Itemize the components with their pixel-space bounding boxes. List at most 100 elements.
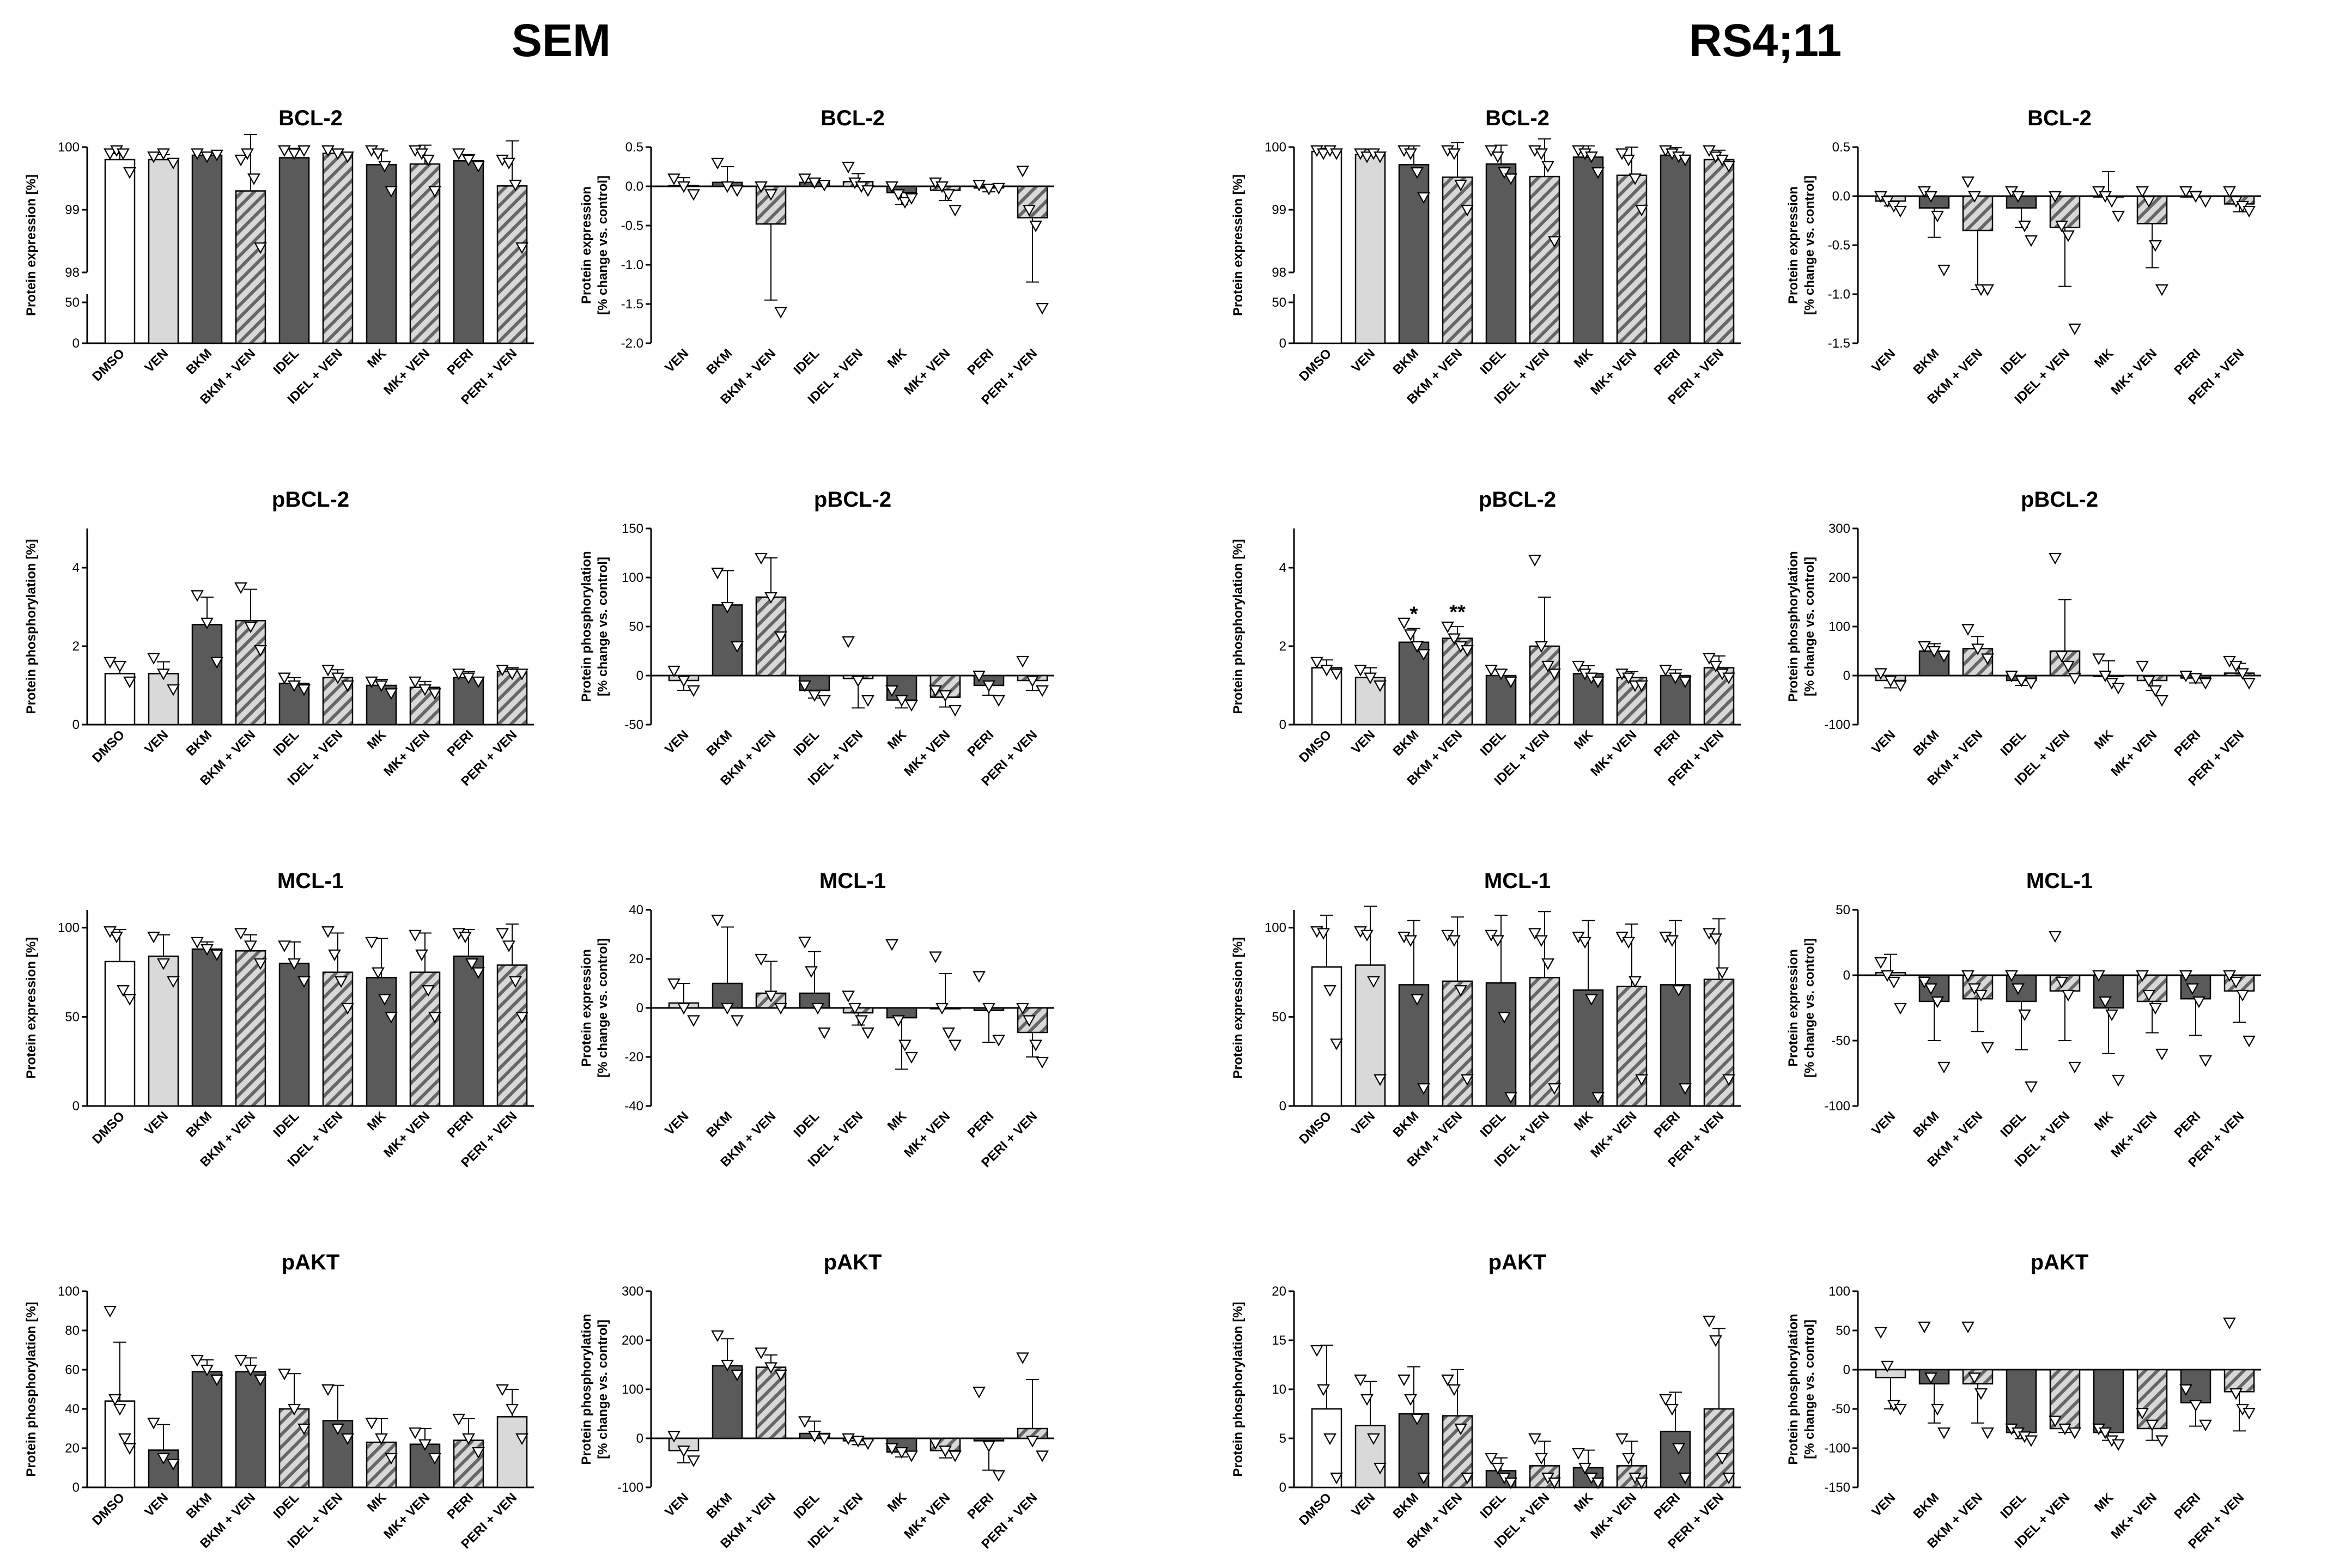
chart-rs-pakt-abs-data-point <box>1485 1452 1498 1465</box>
chart-sem-mcl1-chg-ylabel-line: Protein expression <box>579 949 594 1067</box>
chart-sem-pbcl2-chg-ylabel: Protein phosphorylation [% change vs. con… <box>579 551 610 702</box>
chart-sem-pbcl2-abs-data-point <box>254 645 267 657</box>
chart-sem-bcl2-abs-data-point <box>472 161 485 173</box>
chart-sem-pbcl2-chg-data-point <box>939 690 952 702</box>
chart-rs-mcl1-chg-data-point <box>2062 989 2075 1002</box>
chart-sem-bcl2-chg-data-point <box>818 180 831 192</box>
chart-rs-bcl2-abs-data-point <box>1622 154 1635 167</box>
chart-rs-pbcl2-chg-ylabel-line: Protein phosphorylation <box>1786 551 1801 702</box>
chart-sem-bcl2-chg-y-tick-label: -0.5 <box>621 218 643 233</box>
chart-rs-mcl1-abs-data-point <box>1317 928 1330 940</box>
section-title-rs411: RS4;11 <box>1689 15 1842 66</box>
chart-rs-bcl2-chg-bar <box>2006 195 2037 209</box>
chart-rs-pbcl2-chg-y-tick-label: 100 <box>1828 619 1850 634</box>
chart-sem-pakt-abs-bar <box>278 1408 310 1488</box>
chart-rs-pakt-chg-data-point <box>2146 1419 2159 1432</box>
chart-rs-mcl1-abs-y-tick-label: 100 <box>1265 921 1286 935</box>
chart-rs-pbcl2-chg-data-point <box>2005 670 2018 683</box>
chart-sem-pakt-abs-data-point <box>496 1384 509 1396</box>
chart-sem-mcl1-chg-data-point <box>805 966 818 978</box>
chart-sem-pbcl2-abs-data-point <box>123 676 136 689</box>
chart-sem-pakt-abs-data-point <box>157 1452 170 1465</box>
chart-sem-pakt-abs-data-point <box>375 1433 388 1445</box>
chart-rs-mcl1-chg-data-point <box>1924 983 1937 995</box>
chart-sem-pakt-chg-data-point <box>992 1470 1005 1482</box>
chart-sem-bcl2-abs-bar <box>453 160 484 344</box>
chart-sem-mcl1-chg-y-tick-label: 0 <box>636 1001 643 1016</box>
chart-sem-bcl2-chg-data-point <box>677 181 690 193</box>
chart-rs-pbcl2-abs-data-point <box>1535 641 1548 653</box>
chart-rs-mcl1-abs-data-point <box>1461 1074 1474 1086</box>
chart-sem-mcl1-chg-data-point <box>1036 1056 1049 1069</box>
chart-sem-bcl2-chg-data-point <box>774 307 787 319</box>
chart-rs-pbcl2-chg-title: pBCL-2 <box>2021 488 2098 512</box>
chart-rs-mcl1-chg-data-point <box>2112 1074 2125 1087</box>
chart-sem-bcl2-abs-data-point <box>117 148 130 160</box>
chart-sem-pakt-chg-data-point <box>905 1450 918 1462</box>
chart-sem-pakt-abs-data-point <box>341 1433 354 1445</box>
chart-rs-pbcl2-abs-significance: ** <box>1449 601 1466 624</box>
chart-sem-pbcl2-abs-data-point <box>201 617 214 630</box>
chart-sem-mcl1-abs-bar <box>409 971 441 1107</box>
chart-sem-bcl2-chg-data-point <box>764 189 777 201</box>
chart-sem-mcl1-abs-data-point <box>321 926 335 938</box>
chart-sem-pakt-chg-data-point <box>731 1369 744 1382</box>
chart-rs-bcl2-abs-data-point <box>1629 173 1642 185</box>
chart-rs-pbcl2-abs-data-point <box>1411 641 1424 653</box>
chart-sem-pakt-abs-ylabel: Protein phosphorylation [%] <box>24 1302 39 1476</box>
chart-sem-pbcl2-chg-data-point <box>677 675 690 688</box>
chart-rs-bcl2-chg-data-point <box>2142 196 2155 208</box>
chart-sem-mcl1-chg-data-point <box>764 990 777 1002</box>
chart-rs-pakt-chg-data-point <box>2049 1415 2062 1427</box>
chart-sem-bcl2-abs-data-point <box>201 151 214 163</box>
chart-sem-pbcl2-chg-data-point <box>885 685 898 697</box>
chart-sem-pbcl2-abs-data-point <box>244 621 257 634</box>
chart-sem-mcl1-chg-data-point <box>677 1002 690 1015</box>
chart-sem-bcl2-abs-y-tick-label: 98 <box>65 265 80 280</box>
chart-rs-pbcl2-chg-data-point <box>1971 643 1984 655</box>
chart-sem-pbcl2-chg-y-tick-label: 100 <box>622 570 643 585</box>
chart-sem-mcl1-abs-bar <box>235 950 266 1107</box>
chart-sem-pbcl2-abs-data-point <box>462 672 475 684</box>
chart-rs-pbcl2-abs-data-point <box>1485 665 1498 677</box>
chart-rs-pakt-abs-data-point <box>1659 1394 1672 1406</box>
chart-sem-bcl2-abs-bar <box>322 153 354 344</box>
chart-sem-bcl2-abs-data-point <box>147 151 160 163</box>
chart-sem-bcl2-abs-bar <box>496 185 528 344</box>
chart-rs-mcl1-chg-ylabel-line: Protein expression <box>1786 949 1801 1067</box>
chart-rs-pakt-abs-ylabel-line: Protein phosphorylation [%] <box>1231 1302 1245 1476</box>
chart-sem-bcl2-chg-data-point <box>861 185 874 197</box>
chart-rs-pbcl2-abs-data-point <box>1504 676 1517 689</box>
chart-rs-mcl1-abs-bar <box>1485 982 1517 1107</box>
chart-rs-pbcl2-chg-data-point <box>2236 668 2249 680</box>
chart-rs-mcl1-abs-y-tick-label: 50 <box>1272 1010 1286 1024</box>
chart-rs-bcl2-abs-data-point <box>1635 204 1648 217</box>
chart-sem-pakt-abs-data-point <box>331 1423 344 1436</box>
chart-rs-bcl2-abs-data-point <box>1591 167 1605 179</box>
chart-rs-bcl2-abs-data-point <box>1417 192 1430 204</box>
chart-rs-pbcl2-abs-data-point <box>1364 672 1377 684</box>
chart-sem-mcl1-chg-data-point <box>929 951 942 963</box>
chart-rs-pbcl2-abs-data-point <box>1528 555 1541 567</box>
chart-sem-pakt-abs-data-point <box>472 1447 485 1459</box>
chart-sem-mcl1-chg-data-point <box>1029 1040 1042 1052</box>
chart-rs-bcl2-abs-data-point <box>1679 154 1692 167</box>
chart-rs-mcl1-chg-data-point <box>2005 970 2018 982</box>
chart-sem-pakt-abs-y-tick-label: 40 <box>65 1402 80 1417</box>
chart-rs-mcl1-chg-data-point <box>2229 976 2243 989</box>
chart-sem-pbcl2-abs-data-point <box>113 660 126 673</box>
chart-rs-bcl2-abs-data-point <box>1585 151 1598 163</box>
chart-sem-bcl2-chg-data-point <box>755 181 768 193</box>
chart-sem-bcl2-abs-data-point <box>234 154 247 167</box>
chart-rs-mcl1-abs-data-point <box>1666 935 1679 947</box>
chart-sem-mcl1-chg-title: MCL-1 <box>819 869 886 893</box>
chart-rs-pbcl2-abs-ylabel: Protein phosphorylation [%] <box>1231 539 1245 714</box>
chart-sem-bcl2-chg-data-point <box>1036 303 1049 315</box>
chart-rs-pbcl2-abs-data-point <box>1417 649 1430 661</box>
chart-sem-pbcl2-abs-data-point <box>472 676 485 689</box>
chart-sem-pbcl2-abs-data-point <box>288 680 301 692</box>
chart-sem-pbcl2-chg-data-point <box>687 685 700 697</box>
chart-rs-bcl2-abs-data-point <box>1548 236 1561 248</box>
chart-rs-mcl1-chg-bar <box>2136 974 2168 1002</box>
chart-sem-bcl2-abs-y-tick-label: 0 <box>72 336 80 351</box>
